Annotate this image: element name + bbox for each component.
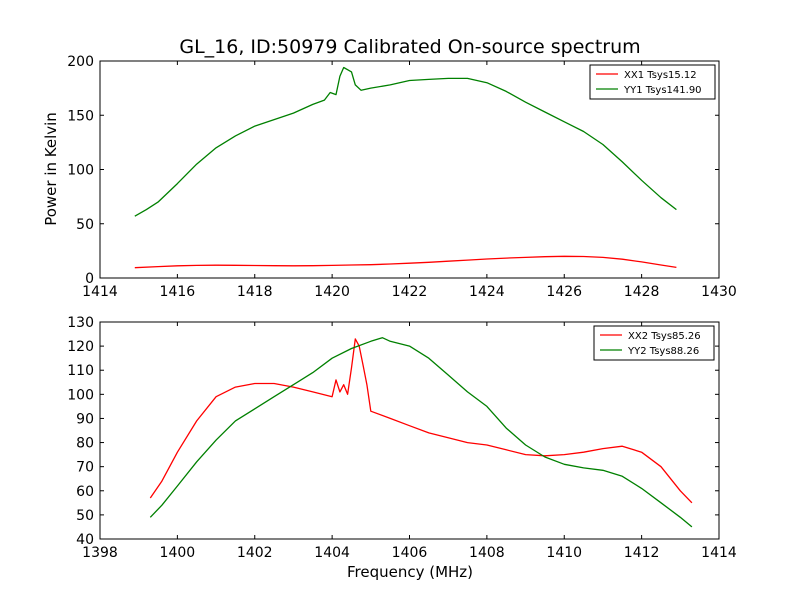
top-x-tick-label: 1424 [469,284,505,300]
top-x-tick-label: 1428 [624,284,660,300]
top-y-tick-label: 50 [76,217,94,233]
top-y-tick-label: 150 [67,108,94,124]
bottom-y-tick-label: 110 [67,363,94,379]
bottom-x-tick-label: 1410 [546,545,582,561]
bottom-x-tick-label: 1398 [82,545,118,561]
bottom-y-tick-label: 130 [67,315,94,331]
bottom-y-tick-label: 90 [76,411,94,427]
bottom-x-tick-label: 1414 [701,545,737,561]
bottom-y-tick-label: 100 [67,387,94,403]
series-line-yy2 [149,337,693,528]
bottom-y-tick-label: 40 [76,532,94,548]
bottom-x-tick-label: 1406 [392,545,428,561]
bottom-ticks-layer: 1398 1400 1402 1404 1406 1408 1410 1412 1414 40 50… [67,315,737,561]
bottom-y-tick-label: 50 [76,508,94,524]
legend-label-xx2: XX2 Tsys85.26 [628,331,701,342]
x-axis-label: Frequency (MHz) [347,563,473,581]
bottom-x-tick-label: 1400 [160,545,196,561]
bottom-x-tick-label: 1412 [624,545,660,561]
series-line-xx2 [149,338,693,504]
bottom-y-tick-label: 80 [76,436,94,452]
legend-label-yy1: YY1 Tsys141.90 [623,85,702,96]
bottom-series-layer [149,337,693,528]
bottom-x-tick-label: 1402 [237,545,273,561]
top-y-tick-label: 100 [67,163,94,179]
top-y-tick-label: 200 [67,54,94,70]
top-y-tick-label: 0 [85,271,94,287]
series-line-xx1 [134,255,677,269]
y-axis-label: Power in Kelvin [42,112,60,226]
top-x-tick-label: 1416 [160,284,196,300]
top-x-tick-label: 1422 [392,284,428,300]
top-x-tick-label: 1426 [546,284,582,300]
top-x-tick-label: 1418 [237,284,273,300]
bottom-y-tick-label: 120 [67,339,94,355]
top-x-tick-label: 1430 [701,284,737,300]
top-legend: XX1 Tsys15.12 YY1 Tsys141.90 [589,64,716,100]
bottom-y-tick-label: 60 [76,484,94,500]
top-series-layer [134,66,677,269]
chart-title: GL_16, ID:50979 Calibrated On-source spe… [179,36,640,58]
bottom-x-tick-label: 1408 [469,545,505,561]
bottom-legend: XX2 Tsys85.26 YY2 Tsys88.26 [593,325,715,361]
legend-label-xx1: XX1 Tsys15.12 [624,70,697,81]
bottom-x-tick-label: 1404 [314,545,350,561]
bottom-legend-box [593,325,715,361]
legend-label-yy2: YY2 Tsys88.26 [627,346,699,357]
series-line-yy1 [134,66,677,217]
top-ticks-layer: 1414 1416 1418 1420 1422 1424 1426 1428 1430 0 50 1… [67,54,737,300]
top-panel: GL_16, ID:50979 Calibrated On-source spe… [42,36,737,300]
bottom-panel: Frequency (MHz) 1398 1400 1402 1404 1406 1408… [67,315,737,581]
top-legend-box [589,64,716,100]
top-x-tick-label: 1420 [314,284,350,300]
top-x-tick-label: 1414 [82,284,118,300]
bottom-y-tick-label: 70 [76,460,94,476]
